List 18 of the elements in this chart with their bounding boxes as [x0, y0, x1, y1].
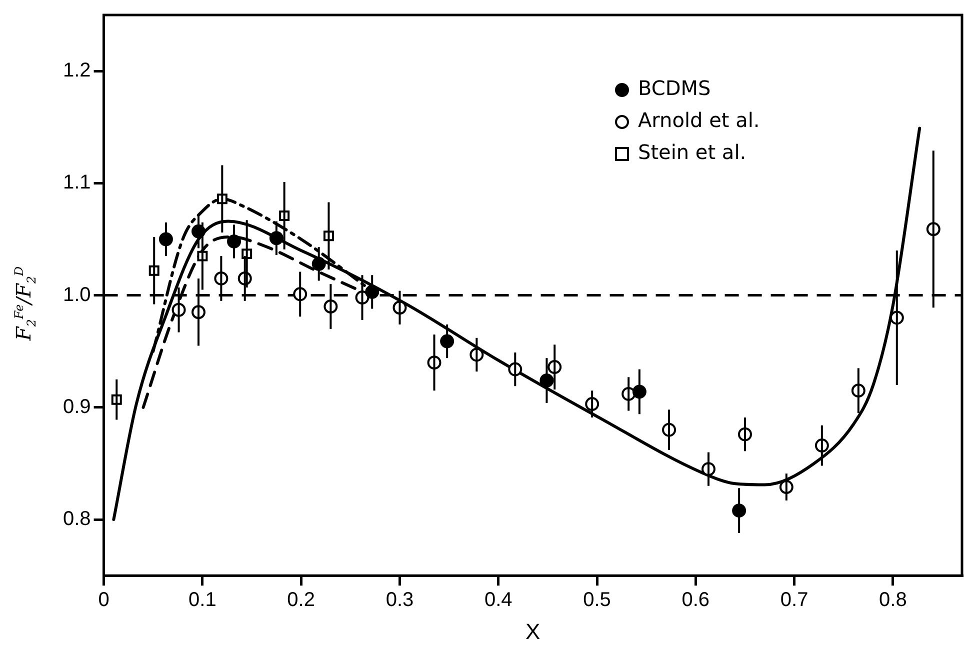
y-tick-label: 1.2 — [62, 60, 91, 82]
y-tick-label: 0.9 — [62, 396, 91, 418]
legend-label: Arnold et al. — [638, 108, 760, 132]
y-tick-label: 1.0 — [62, 284, 91, 306]
x-tick-label: 0.3 — [386, 589, 414, 612]
legend-label: Stein et al. — [638, 140, 746, 164]
y-tick-label: 1.1 — [62, 172, 91, 194]
legend-label: BCDMS — [638, 76, 711, 100]
x-tick-label: 0.5 — [583, 589, 611, 612]
x-tick-label: 0.6 — [682, 589, 710, 612]
x-tick-label: 0.1 — [188, 589, 216, 612]
x-tick-label: 0.7 — [780, 589, 808, 612]
x-tick-label: 0.4 — [484, 589, 512, 612]
x-tick-label: 0.2 — [287, 589, 315, 612]
x-tick-label: 0 — [98, 589, 110, 612]
x-tick-label: 0.8 — [879, 589, 907, 612]
x-axis-title: X — [526, 618, 541, 644]
y-tick-label: 0.8 — [62, 508, 91, 530]
